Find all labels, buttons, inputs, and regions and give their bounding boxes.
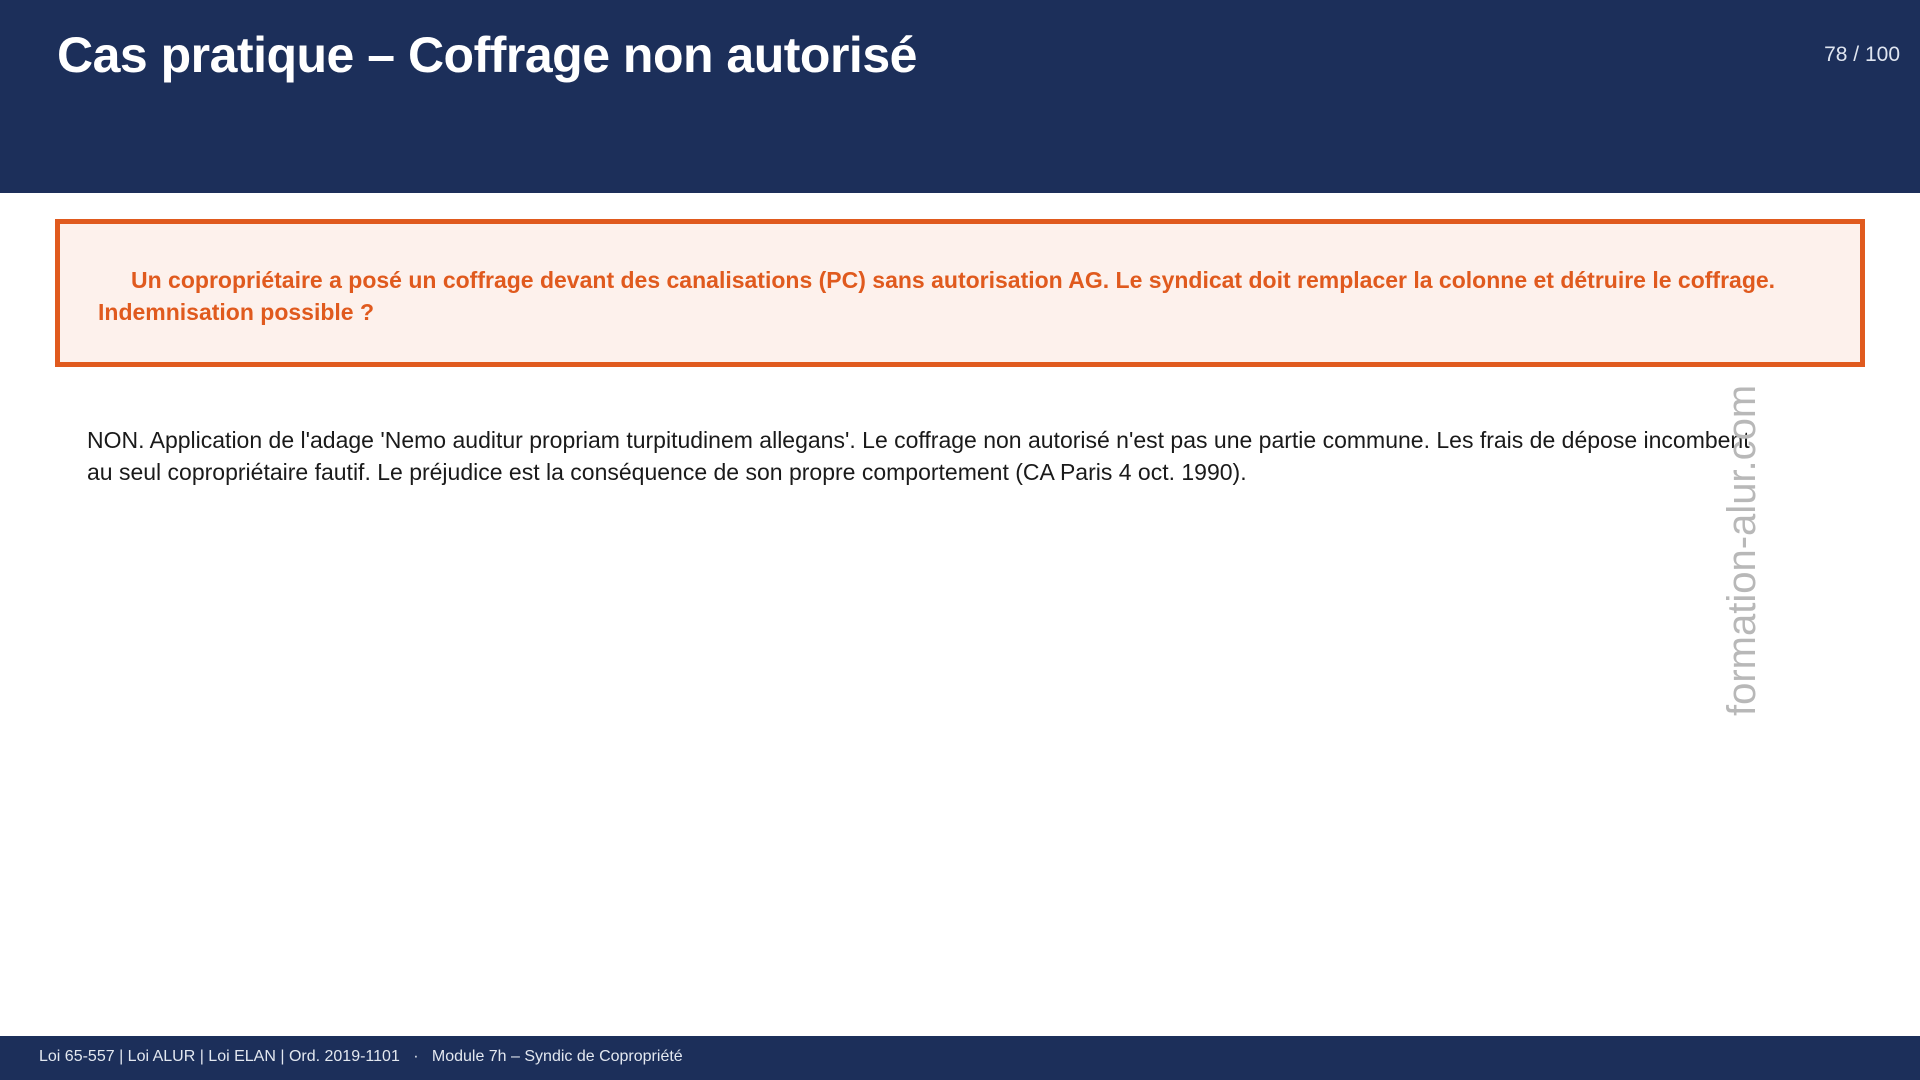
footer-bar: Loi 65-557 | Loi ALUR | Loi ELAN | Ord. …	[0, 1036, 1920, 1080]
page-title: Cas pratique – Coffrage non autorisé	[57, 27, 917, 83]
page-number: 78 / 100	[1824, 43, 1900, 66]
footer-module: Module 7h – Syndic de Copropriété	[431, 1048, 683, 1065]
answer-text: NON. Application de l'adage 'Nemo auditu…	[87, 427, 1750, 485]
footer-separator: ·	[413, 1048, 419, 1065]
footer-refs: Loi 65-557 | Loi ALUR | Loi ELAN | Ord. …	[39, 1048, 400, 1065]
question-box: Un copropriétaire a posé un coffrage dev…	[55, 219, 1865, 367]
watermark: formation-alur.com	[1720, 384, 1764, 716]
question-text: Un copropriétaire a posé un coffrage dev…	[98, 267, 1776, 325]
header-bar: Cas pratique – Coffrage non autorisé 78 …	[0, 0, 1920, 193]
footer-text: Loi 65-557 | Loi ALUR | Loi ELAN | Ord. …	[39, 1048, 683, 1066]
